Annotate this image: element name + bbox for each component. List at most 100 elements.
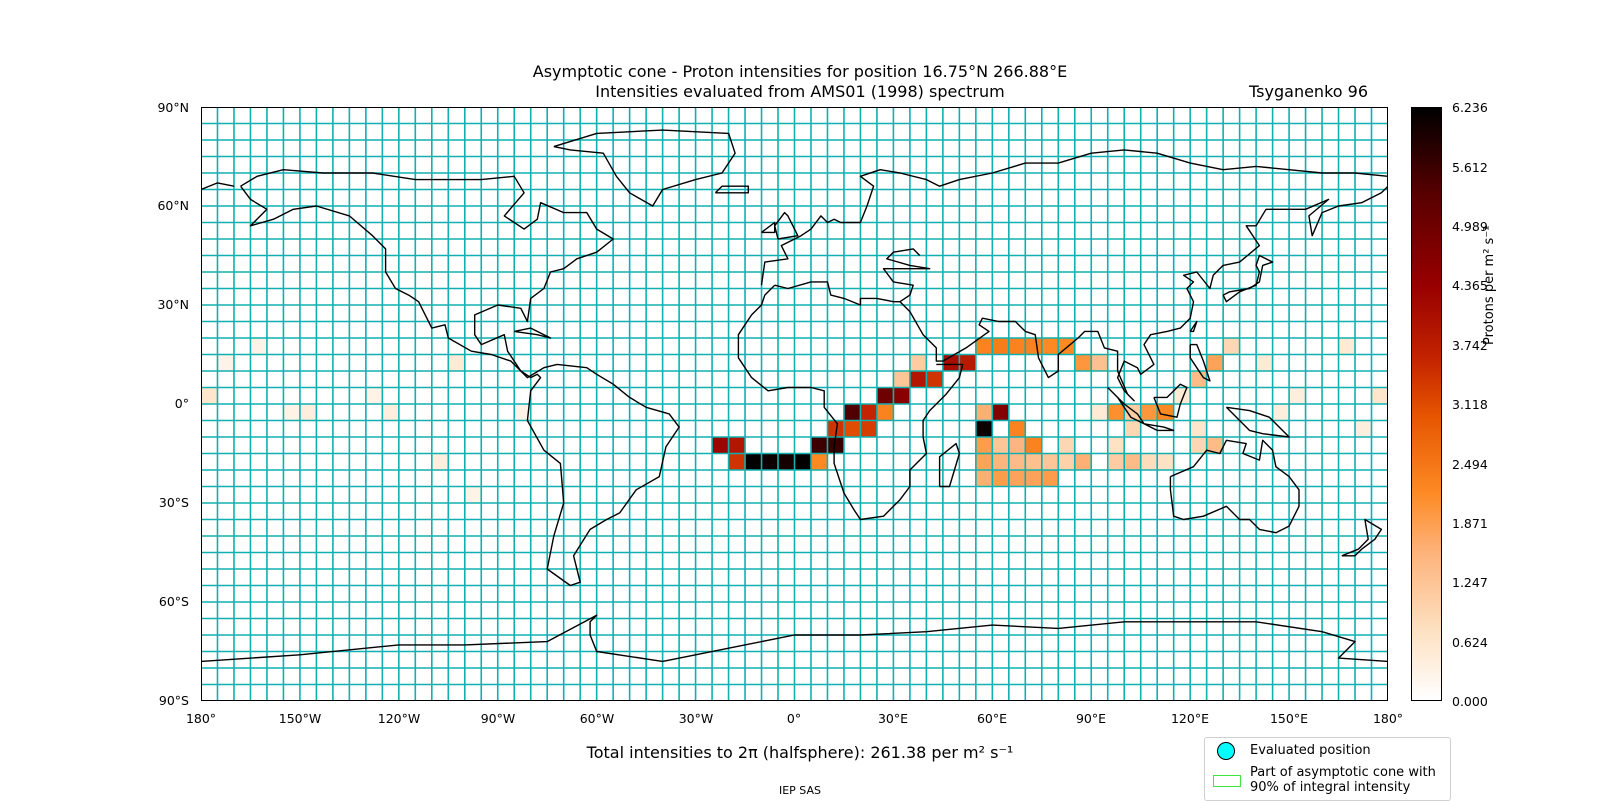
intensity-cell (1008, 420, 1026, 437)
coastline (553, 129, 736, 207)
intensity-cell (728, 437, 746, 454)
intensity-cell (1107, 404, 1125, 421)
intensity-cell (1091, 404, 1108, 421)
intensity-cell (1091, 354, 1108, 371)
lon-tick: 90°W (480, 711, 516, 726)
intensity-cell (992, 404, 1009, 421)
intensity-cell (382, 404, 399, 421)
intensity-cell (1173, 387, 1191, 404)
coastline (760, 149, 1388, 286)
map-frame (201, 107, 1388, 701)
coastline (1222, 254, 1274, 303)
intensity-cell (1041, 470, 1059, 487)
intensity-cell (1074, 453, 1092, 470)
intensity-cell (975, 338, 993, 355)
coastline (761, 221, 776, 234)
intensity-cell (1206, 437, 1224, 454)
intensity-cell (1025, 470, 1042, 487)
coastline (1225, 406, 1290, 438)
intensity-cell (876, 387, 894, 404)
intensity-cell (1107, 453, 1125, 470)
intensity-cell (909, 354, 927, 371)
intensity-cell (1025, 437, 1042, 454)
cone-part-marker-icon (1213, 775, 1241, 787)
intensity-cell (1058, 437, 1075, 454)
lat-tick: 60°N (157, 198, 189, 213)
evaluated-position-marker-icon (1217, 742, 1235, 760)
coastlines (201, 129, 1388, 663)
intensity-cell (1025, 338, 1042, 355)
intensity-cell (959, 354, 976, 371)
intensity-cell (975, 437, 993, 454)
intensity-cells (201, 338, 1388, 503)
colorbar-label: Protons per m² s⁻¹ (1482, 225, 1497, 345)
intensity-cell (1371, 387, 1388, 404)
intensity-cell (250, 338, 267, 355)
intensity-cell (1124, 404, 1141, 421)
intensity-cell (1289, 387, 1306, 404)
world-map (201, 107, 1388, 701)
intensity-cell (1355, 420, 1372, 437)
coastline (201, 182, 235, 191)
legend-cone-line2: 90% of integral intensity (1250, 780, 1411, 795)
colorbar-tick: 5.612 (1452, 160, 1488, 175)
intensity-cell (201, 387, 218, 404)
footer-credit: IEP SAS (778, 784, 822, 797)
intensity-cell (728, 453, 746, 470)
coastline (737, 284, 964, 521)
intensity-cell (1190, 437, 1207, 454)
coastline (240, 169, 680, 587)
intensity-cell (1124, 453, 1141, 470)
coastline (774, 185, 1388, 402)
intensity-cell (1008, 453, 1026, 470)
legend-cone-line1: Part of asymptotic cone with (1250, 765, 1436, 780)
coastline (882, 248, 931, 303)
intensity-cell (1041, 338, 1059, 355)
coastline (1341, 518, 1383, 557)
intensity-cell (992, 453, 1009, 470)
colorbar-tick: 1.247 (1452, 575, 1488, 590)
intensity-cell (778, 453, 795, 470)
intensity-cell (1074, 354, 1092, 371)
intensity-cell (992, 470, 1009, 487)
legend-cone-part: Part of asymptotic cone with 90% of integ… (1250, 765, 1436, 795)
colorbar-tick: 1.871 (1452, 516, 1488, 531)
intensity-cell (1190, 420, 1207, 437)
intensity-cell (893, 371, 910, 388)
lon-tick: 90°E (1075, 711, 1107, 726)
intensity-cell (893, 387, 910, 404)
intensity-cell (843, 404, 861, 421)
intensity-cell (299, 404, 317, 421)
intensity-cell (827, 420, 844, 437)
lat-tick: 60°S (158, 594, 189, 609)
coastline (1189, 320, 1198, 333)
lat-tick: 30°N (157, 297, 189, 312)
intensity-cell (975, 470, 993, 487)
colorbar-tick: 2.494 (1452, 457, 1488, 472)
intensity-cell (810, 453, 828, 470)
intensity-cell (283, 404, 300, 421)
lon-tick: 180° (185, 711, 217, 726)
intensity-cell (827, 437, 844, 454)
intensity-cell (843, 420, 861, 437)
lon-tick: 150°W (278, 711, 322, 726)
intensity-cell (761, 453, 779, 470)
intensity-cell (794, 453, 811, 470)
lat-tick: 0° (174, 396, 189, 411)
intensity-cell (1008, 338, 1026, 355)
lon-tick: 30°W (678, 711, 714, 726)
coastline (1143, 423, 1175, 432)
lat-tick: 90°S (158, 693, 189, 708)
intensity-cell (1058, 453, 1075, 470)
coastline (714, 185, 749, 194)
intensity-cell (365, 387, 383, 404)
intensity-cell (1008, 470, 1026, 487)
intensity-cell (1272, 404, 1290, 421)
colorbar-tick: 0.624 (1452, 635, 1488, 650)
intensity-cell (1206, 354, 1224, 371)
intensity-cell (975, 453, 993, 470)
colorbar-tick: 6.236 (1452, 100, 1488, 115)
coastline (514, 327, 552, 339)
coastline (1169, 439, 1300, 534)
lon-tick: 30°E (877, 711, 909, 726)
